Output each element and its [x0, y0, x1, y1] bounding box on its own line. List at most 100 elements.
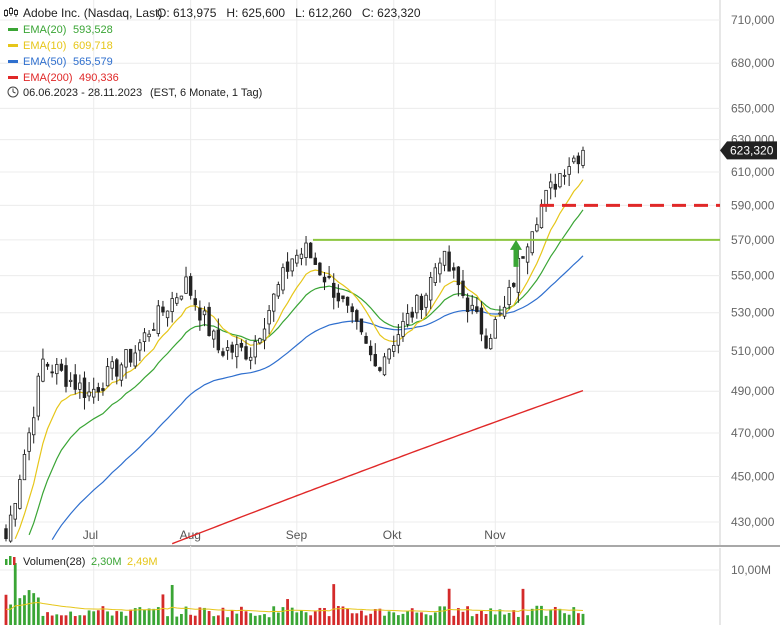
candle	[31, 406, 36, 444]
volume-bar	[170, 584, 174, 625]
y-axis-ticks: 430,000 450,000 470,000 490,000 510,000 530,0…	[731, 13, 775, 529]
volume-bar	[50, 615, 54, 625]
y-tick-label: 570,000	[731, 233, 775, 247]
candle	[378, 366, 382, 373]
volume-bar	[535, 605, 539, 625]
candle	[285, 252, 290, 279]
x-tick-label: Nov	[484, 528, 505, 542]
volume-bar	[420, 612, 423, 625]
volume-bar	[387, 611, 391, 625]
candle	[147, 330, 151, 342]
ema-path	[171, 389, 584, 545]
chart-type-icon[interactable]	[4, 7, 18, 17]
volume-bar	[244, 611, 248, 625]
volume-bar	[461, 611, 465, 625]
volume-bar	[92, 611, 96, 625]
volume-bar	[133, 608, 137, 625]
y-tick-label: 470,000	[731, 426, 775, 440]
candle	[392, 335, 396, 357]
candle	[502, 295, 507, 320]
volume-bar	[392, 612, 396, 625]
volume-bar	[443, 606, 446, 625]
volume-bar	[18, 598, 22, 625]
volume-bar	[216, 615, 220, 625]
candle	[327, 265, 331, 280]
candle	[193, 289, 197, 311]
legend-item: EMA(20) 593,528	[8, 24, 113, 36]
candle	[244, 339, 248, 361]
volume-bar	[480, 610, 483, 625]
volume-bar	[272, 606, 276, 625]
volume-bar	[258, 615, 262, 625]
last-price-tag: 623,320	[720, 141, 777, 160]
ohlc-values: O: 613,975 H: 625,600 L: 612,260 C: 623,…	[157, 6, 421, 20]
candle	[262, 317, 267, 350]
candle	[433, 263, 437, 287]
candle	[535, 217, 539, 233]
candle	[581, 146, 585, 169]
candle	[553, 173, 558, 198]
grid	[0, 0, 720, 625]
volume-bar	[249, 613, 253, 625]
volume-bar	[373, 609, 377, 625]
volume-bar	[198, 607, 202, 625]
candle	[424, 292, 428, 317]
x-tick-label: Sep	[286, 528, 308, 542]
ema20-line	[28, 209, 584, 536]
volume-bar	[466, 606, 469, 625]
volume-bar	[83, 615, 86, 625]
legend-swatch	[8, 76, 18, 79]
ema10-line	[14, 179, 584, 540]
volume-bar	[143, 609, 146, 625]
volume-bar	[59, 615, 63, 625]
volume-bar	[166, 616, 169, 625]
candle	[142, 328, 147, 352]
candle	[507, 279, 511, 310]
candle	[92, 377, 96, 404]
volume-bar	[23, 595, 26, 625]
legend-swatch	[8, 60, 18, 63]
volume-bar	[452, 615, 456, 625]
candle	[18, 474, 22, 510]
volume-bar	[41, 615, 45, 625]
volume-bar	[336, 606, 340, 625]
candle	[179, 295, 184, 301]
candle	[470, 294, 474, 315]
legend-item: EMA(50) 565,579	[8, 56, 113, 68]
candle	[313, 252, 317, 265]
volume-bar	[503, 614, 506, 625]
candle	[318, 261, 322, 276]
volume-bar	[115, 611, 119, 625]
candle	[170, 291, 174, 323]
candle	[13, 503, 17, 527]
candle	[73, 364, 77, 395]
volume-bar	[110, 615, 114, 625]
candle	[41, 348, 45, 383]
candle	[184, 266, 188, 294]
volume-bar	[295, 612, 299, 625]
volume-bar	[581, 613, 585, 625]
last-price-label: 623,320	[730, 143, 774, 157]
candle	[248, 347, 253, 370]
volume-bar	[240, 606, 243, 625]
volume-bar	[152, 608, 156, 625]
volume-bar	[253, 615, 257, 625]
candle	[8, 505, 13, 543]
volume-axis-label: 10,00M	[731, 563, 771, 577]
candle	[133, 345, 137, 369]
legend-item: EMA(10) 609,718	[8, 40, 113, 52]
y-tick-label: 490,000	[731, 384, 775, 398]
candle	[110, 356, 114, 381]
candle	[156, 300, 161, 337]
volume-bar	[516, 616, 520, 625]
volume-bar	[332, 584, 336, 625]
y-tick-label: 610,000	[731, 165, 775, 179]
volume-bar	[360, 610, 363, 625]
candle	[27, 427, 31, 461]
breakout-arrow-icon	[510, 239, 522, 267]
volume-bar	[263, 614, 266, 625]
y-tick-label: 550,000	[731, 269, 775, 283]
candle	[221, 347, 225, 358]
candle	[165, 310, 170, 327]
volume-bar	[438, 606, 442, 625]
